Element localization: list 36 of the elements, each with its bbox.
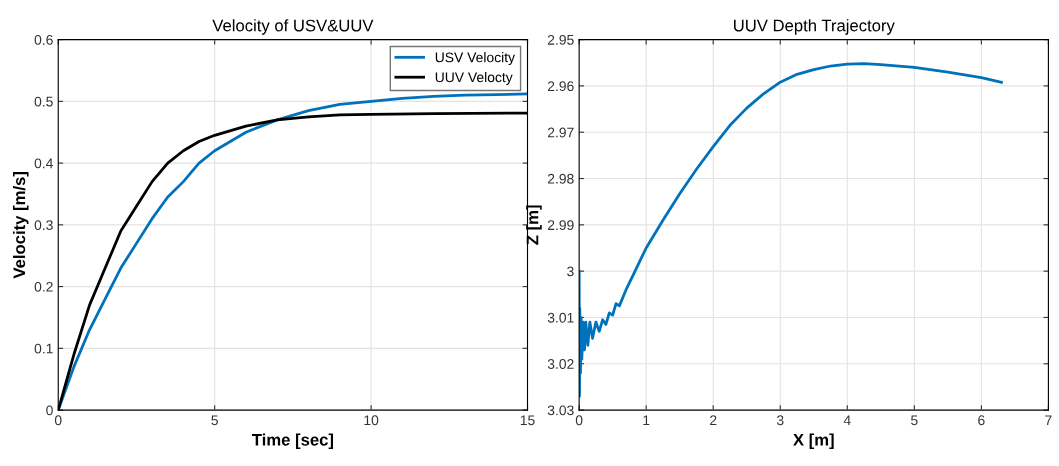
x-tick-label: 0 [54,415,62,426]
y-axis-title: Velocity [m/s] [12,172,29,279]
chart-title: Velocity of USV&UUV [212,19,374,35]
y-tick-label: 3.03 [547,405,574,416]
y-tick-label: 2.99 [547,220,574,231]
chart-title: UUV Depth Trajectory [734,19,895,35]
y-tick-label: 2.95 [547,34,574,45]
y-tick-label: 2.97 [547,127,574,138]
x-tick-label: 7 [1045,415,1052,426]
legend-label: USV Velocity [435,52,515,66]
x-tick-label: 15 [520,415,535,426]
x-axis-title: Time [sec] [252,433,334,449]
y-tick-label: 3 [567,266,574,277]
y-tick-label: 0 [46,405,53,416]
x-tick-label: 6 [978,415,985,426]
y-tick-label: 3.02 [547,359,574,369]
legend-label: UUV Velocty [435,72,513,85]
x-tick-label: 5 [911,415,918,426]
x-tick-label: 10 [364,415,379,426]
x-axis-title: X [m] [793,433,834,449]
y-tick-label: 0.3 [34,220,53,231]
y-tick-label: 0.1 [34,343,53,354]
y-tick-label: 2.98 [547,173,574,184]
y-tick-label: 2.96 [547,81,574,92]
y-tick-label: 0.5 [34,96,53,107]
y-tick-label: 0.2 [34,281,53,292]
y-tick-label: 0.6 [34,34,53,45]
y-tick-label: 3.01 [547,312,574,323]
line-series [579,62,1003,398]
x-tick-label: 1 [643,415,650,426]
x-tick-label: 2 [710,415,717,426]
x-tick-label: 5 [211,415,218,426]
x-tick-label: 0 [575,415,583,426]
y-tick-label: 0.4 [34,158,53,169]
x-tick-label: 3 [776,415,784,426]
x-tick-label: 4 [843,415,851,426]
